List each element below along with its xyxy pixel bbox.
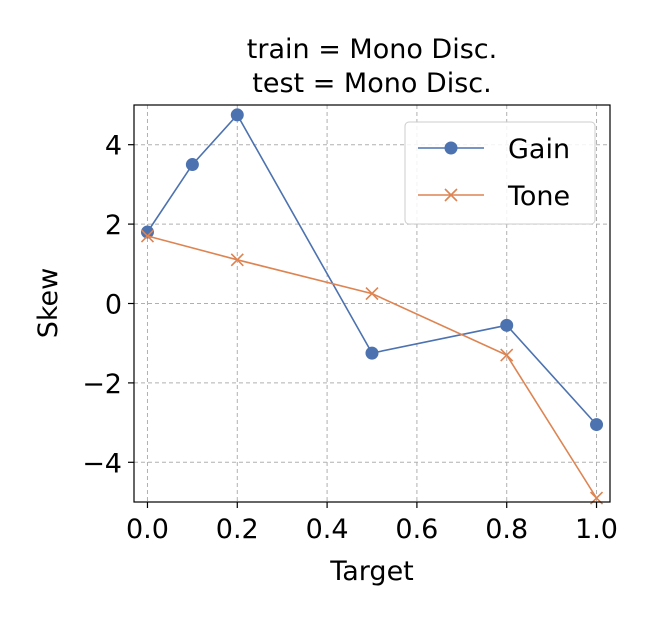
- legend-label: Tone: [507, 181, 570, 212]
- chart-title-line-1: train = Mono Disc.: [247, 34, 497, 65]
- series-line: [146, 113, 598, 426]
- data-point: [365, 287, 379, 301]
- series-line: [147, 235, 598, 499]
- x-tick-label: 1.0: [575, 514, 618, 545]
- data-point: [230, 108, 244, 122]
- x-tick-label: 0.6: [395, 514, 438, 545]
- legend-label: Gain: [508, 134, 570, 165]
- grid: [134, 105, 610, 502]
- y-axis-label: Skew: [33, 268, 64, 339]
- x-tick-label: 0.0: [126, 514, 169, 545]
- legend-entry: Gain: [418, 134, 570, 165]
- chart-title: train = Mono Disc. test = Mono Disc.: [247, 34, 497, 99]
- chart-title-line-2: test = Mono Disc.: [252, 68, 491, 99]
- data-point: [590, 418, 604, 432]
- x-axis-label: Target: [329, 556, 414, 587]
- y-tick-label: 2: [105, 210, 122, 241]
- data-point: [500, 318, 514, 332]
- legend-entry: Tone: [418, 181, 570, 212]
- y-tick-label: −2: [82, 369, 122, 400]
- legend: Gain Tone: [404, 121, 596, 225]
- x-tick-label: 0.4: [306, 514, 349, 545]
- x-tick-label: 0.2: [216, 514, 259, 545]
- legend-marker: [444, 141, 458, 155]
- plot-series: [140, 108, 604, 505]
- x-axis-ticks: 0.0 0.2 0.4 0.6 0.8 1.0: [126, 502, 618, 545]
- data-point: [140, 229, 155, 243]
- series-gain: [140, 108, 604, 432]
- data-point: [140, 225, 154, 239]
- y-tick-label: −4: [82, 448, 122, 479]
- data-point: [185, 158, 199, 172]
- y-axis-ticks: −4 −2 0 2 4: [82, 131, 134, 479]
- data-point: [500, 348, 514, 362]
- legend-marker: [444, 188, 458, 202]
- x-tick-label: 0.8: [485, 514, 528, 545]
- data-point: [365, 346, 379, 360]
- y-tick-label: 4: [105, 131, 122, 162]
- data-point: [230, 253, 244, 267]
- y-tick-label: 0: [105, 290, 122, 321]
- series-tone: [140, 229, 604, 505]
